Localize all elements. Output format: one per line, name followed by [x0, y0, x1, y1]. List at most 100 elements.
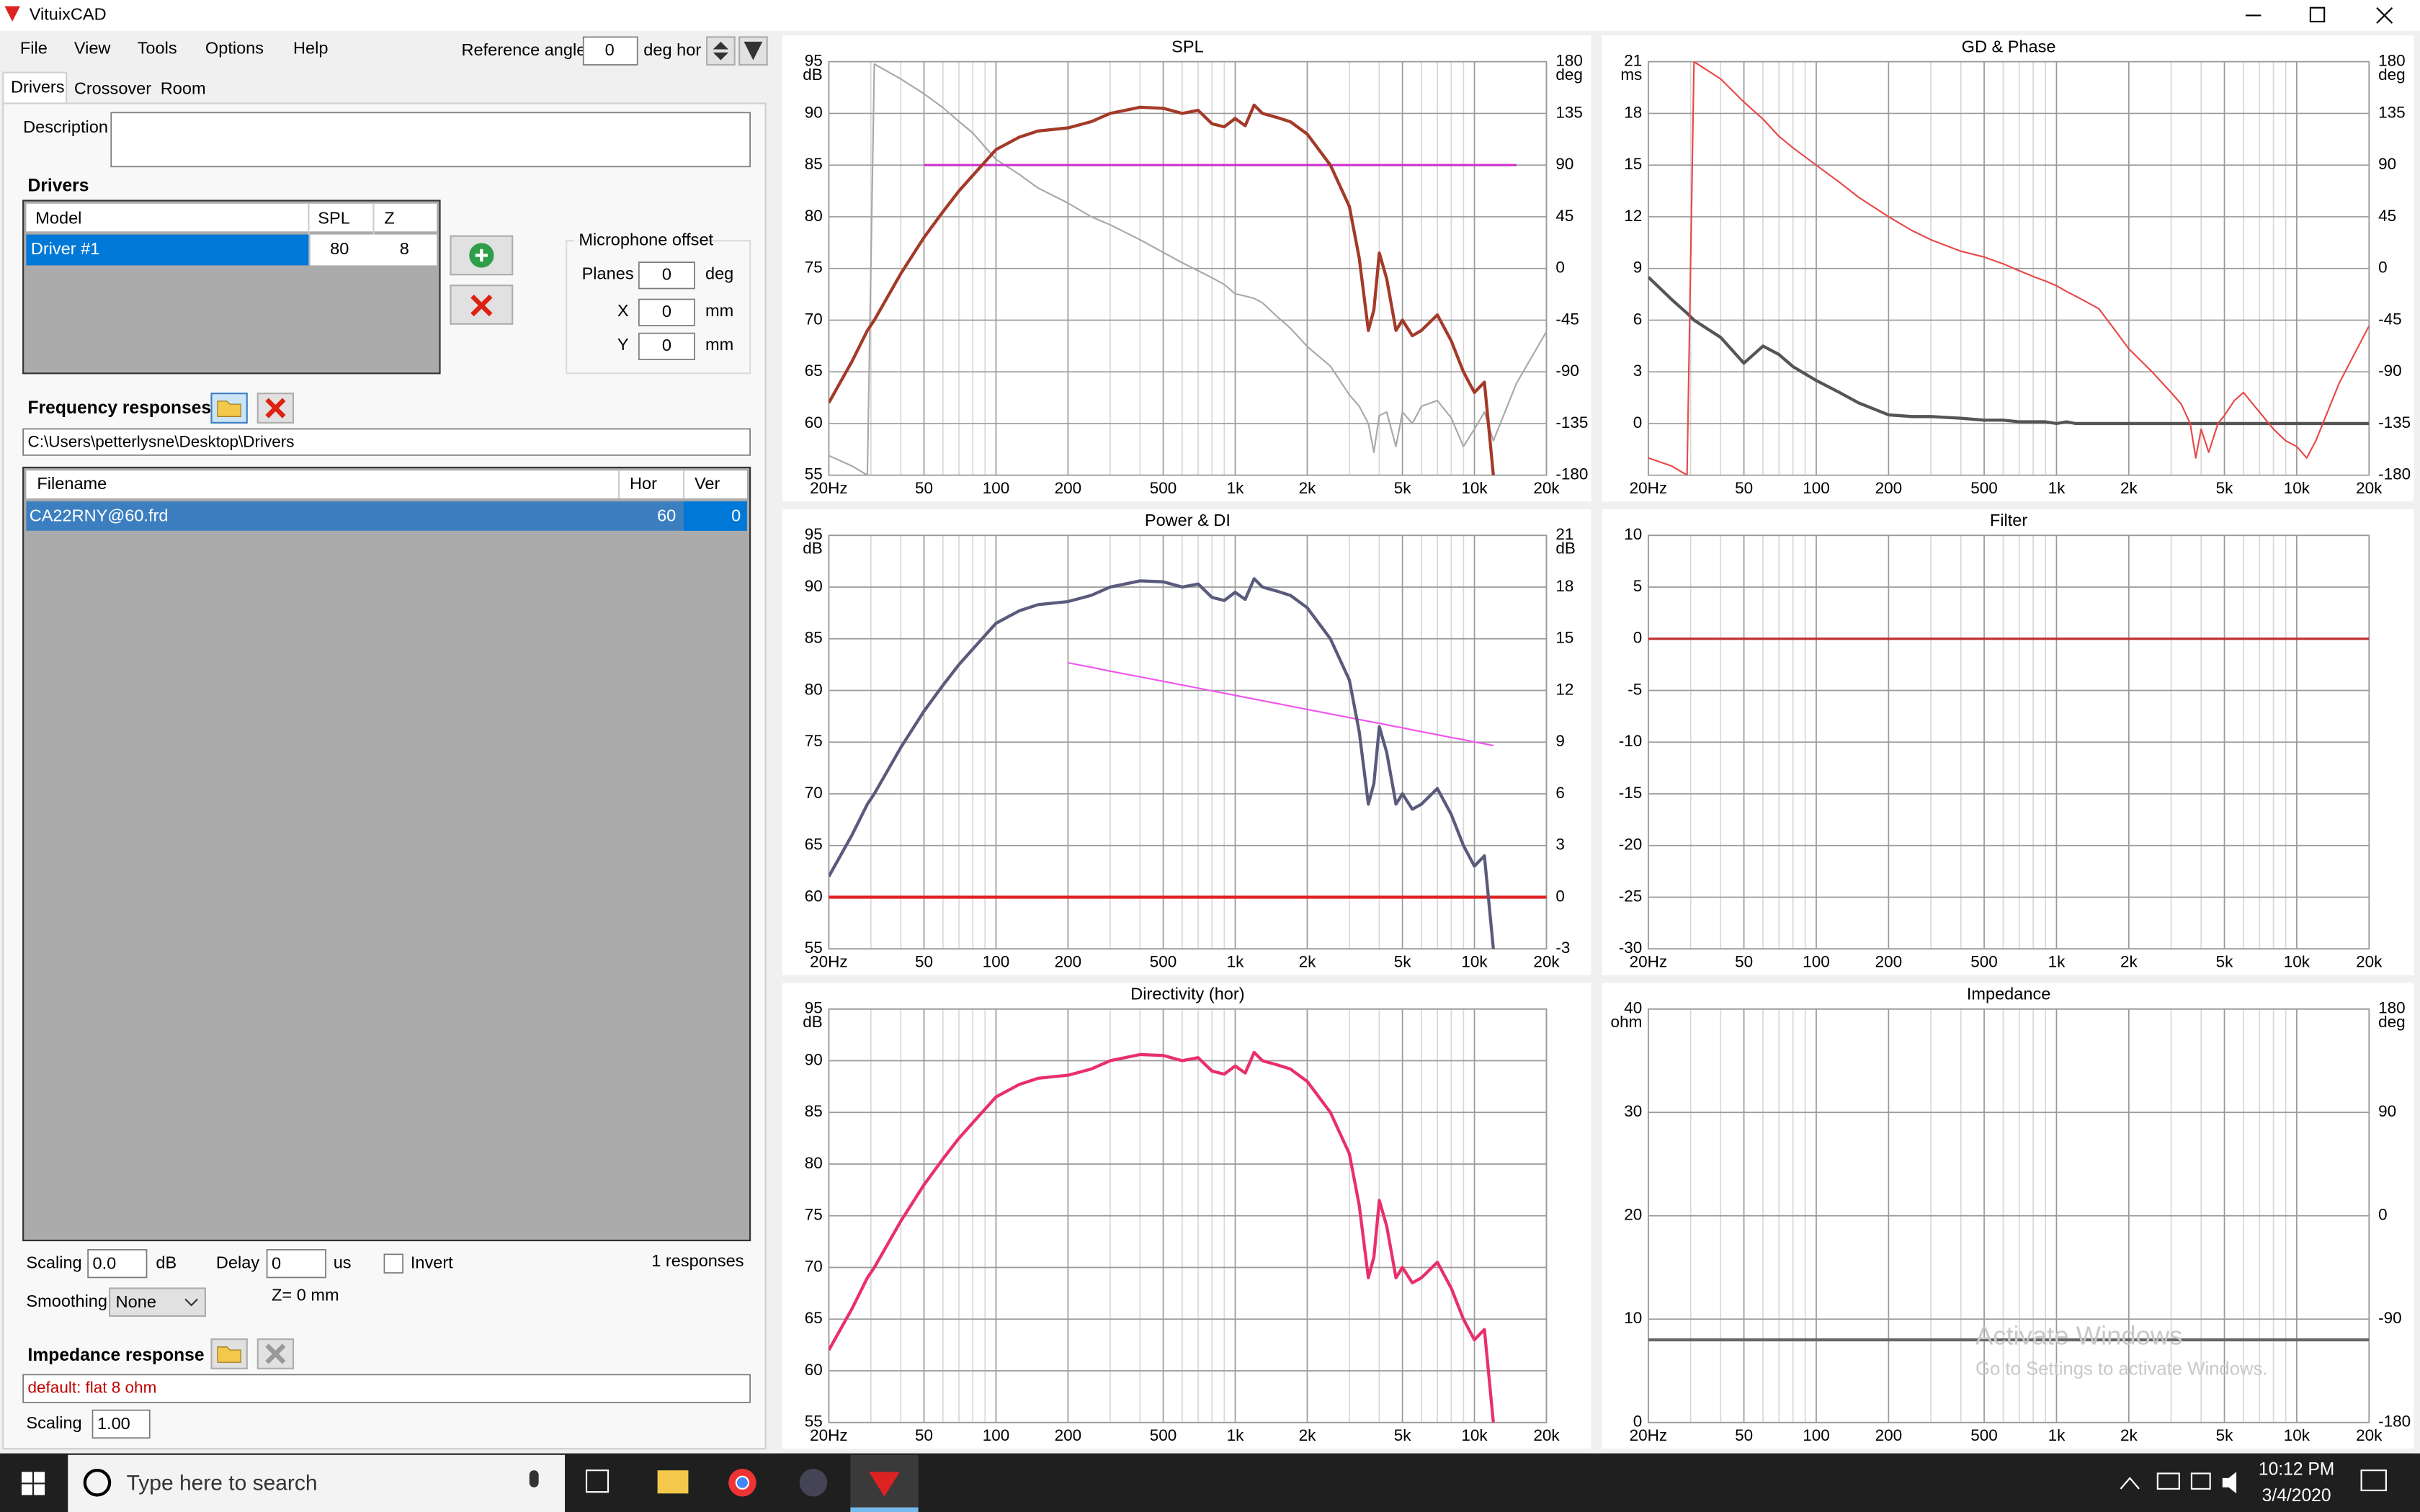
x-tick-label: 10k [2284, 1426, 2310, 1444]
group-title-bg [573, 231, 704, 250]
y-tick-label: -10 [1619, 732, 1643, 750]
clock-time[interactable]: 10:12 PM [2259, 1460, 2334, 1480]
y2-tick-label: 180 [2378, 999, 2406, 1017]
menu-item[interactable]: File [20, 39, 48, 58]
chart-title: Directivity (hor) [1130, 985, 1244, 1003]
cell: CA22RNY@60.frd [30, 506, 169, 525]
cell: 8 [400, 239, 409, 258]
selected-row[interactable] [26, 234, 309, 266]
tab-selected[interactable] [2, 71, 68, 104]
impedance-file-input[interactable] [22, 1374, 751, 1403]
x-tick-label: 2k [2120, 479, 2138, 497]
y2-tick-label: 45 [2378, 207, 2396, 225]
watermark-title: Activate Windows [1975, 1321, 2182, 1351]
y-tick-label: 90 [805, 103, 823, 121]
x-label: X [617, 301, 629, 320]
y-tick-label: 65 [805, 836, 823, 854]
x-tick-label: 2k [1299, 952, 1317, 970]
y-tick-label: 70 [805, 1257, 823, 1275]
tab-label[interactable]: Room [161, 79, 206, 97]
y2-tick-label: 90 [1555, 155, 1573, 173]
app-icon[interactable] [799, 1469, 828, 1497]
curve [1068, 662, 1494, 746]
volume-icon[interactable] [2222, 1472, 2237, 1494]
response-count: 1 responses [651, 1251, 744, 1270]
reference-angle-label: Reference angle [462, 40, 586, 59]
x-tick-label: 10k [2284, 479, 2310, 497]
x-tick-label: 50 [915, 479, 933, 497]
y-input[interactable] [638, 332, 695, 360]
x-tick-label: 50 [915, 1426, 933, 1444]
planes-value: 0 [662, 265, 671, 284]
search-icon [83, 1469, 112, 1497]
search-box[interactable] [68, 1454, 566, 1512]
y2-tick-label: 45 [1555, 207, 1573, 225]
y-tick-label: 55 [805, 939, 823, 957]
x-tick-label: 1k [1227, 1426, 1245, 1444]
explorer-icon[interactable] [657, 1470, 689, 1494]
mirror-icon [744, 41, 763, 61]
restore-button[interactable] [2309, 6, 2326, 23]
table-header [26, 470, 747, 498]
tray-icon[interactable] [2156, 1472, 2180, 1490]
tray-icon[interactable] [2190, 1472, 2211, 1490]
y-tick-label: 85 [805, 629, 823, 647]
drivers-heading: Drivers [28, 176, 89, 196]
y2-tick-label: 180 [2378, 52, 2406, 70]
tray-chevron[interactable] [2120, 1477, 2140, 1490]
row-cells[interactable] [310, 234, 437, 266]
clock-date[interactable]: 3/4/2020 [2262, 1486, 2331, 1506]
y-tick-label: 90 [805, 1050, 823, 1068]
description-input[interactable] [110, 112, 751, 168]
spin-button[interactable] [706, 36, 736, 66]
y2-tick-label: 0 [1555, 259, 1565, 277]
x-tick-label: 2k [2120, 1426, 2138, 1444]
selected-row[interactable] [26, 501, 747, 531]
task-view-icon[interactable] [585, 1469, 610, 1493]
delay-unit: us [334, 1253, 352, 1271]
y-tick-label: -30 [1619, 939, 1643, 957]
logo-pane [21, 1484, 32, 1495]
x-tick-label: 1k [2048, 479, 2066, 497]
x-tick-label: 10k [1461, 1426, 1488, 1444]
reference-angle-unit: deg hor [643, 40, 701, 59]
curve [829, 103, 1495, 475]
impedance-scaling-input[interactable] [91, 1409, 151, 1439]
tab-label[interactable]: Crossover [74, 79, 151, 97]
mic-icon[interactable] [529, 1470, 539, 1488]
menu-item[interactable]: View [74, 39, 112, 58]
scaling-input[interactable] [87, 1249, 148, 1279]
cell: 60 [657, 506, 676, 525]
y-tick-label: 65 [805, 1309, 823, 1327]
folder-path-input[interactable] [22, 428, 751, 456]
y-tick-label: 80 [805, 1154, 823, 1172]
x-tick-label: 100 [1803, 1426, 1830, 1444]
x-tick-label: 500 [1970, 1426, 1998, 1444]
y2-tick-label: 135 [2378, 103, 2406, 121]
y2-tick-label: -90 [1555, 362, 1579, 380]
header-cell: Hor [630, 474, 657, 493]
menu-item[interactable]: Tools [138, 39, 177, 58]
x-tick-label: 20Hz [1630, 479, 1668, 497]
x-tick-label: 20k [2356, 479, 2383, 497]
close-button[interactable] [2376, 6, 2393, 24]
search-placeholder: Type here to search [127, 1471, 318, 1495]
y2-tick-label: 18 [1555, 577, 1573, 595]
app-icon [4, 6, 20, 22]
active-cell[interactable] [684, 501, 747, 531]
remove-response-button[interactable] [256, 393, 295, 424]
notifications-icon[interactable] [2360, 1469, 2387, 1492]
plot-frame [1648, 534, 2370, 950]
invert-checkbox[interactable] [383, 1253, 403, 1274]
planes-input[interactable] [638, 261, 695, 290]
delay-input[interactable] [266, 1249, 326, 1279]
menu-item[interactable]: Help [293, 39, 328, 58]
x-input[interactable] [638, 298, 695, 326]
y-unit: mm [705, 335, 733, 354]
menu-item[interactable]: Options [205, 39, 264, 58]
start-button[interactable] [21, 1472, 45, 1495]
tab-label[interactable]: Drivers [11, 77, 65, 96]
reference-angle-input[interactable] [582, 36, 638, 66]
